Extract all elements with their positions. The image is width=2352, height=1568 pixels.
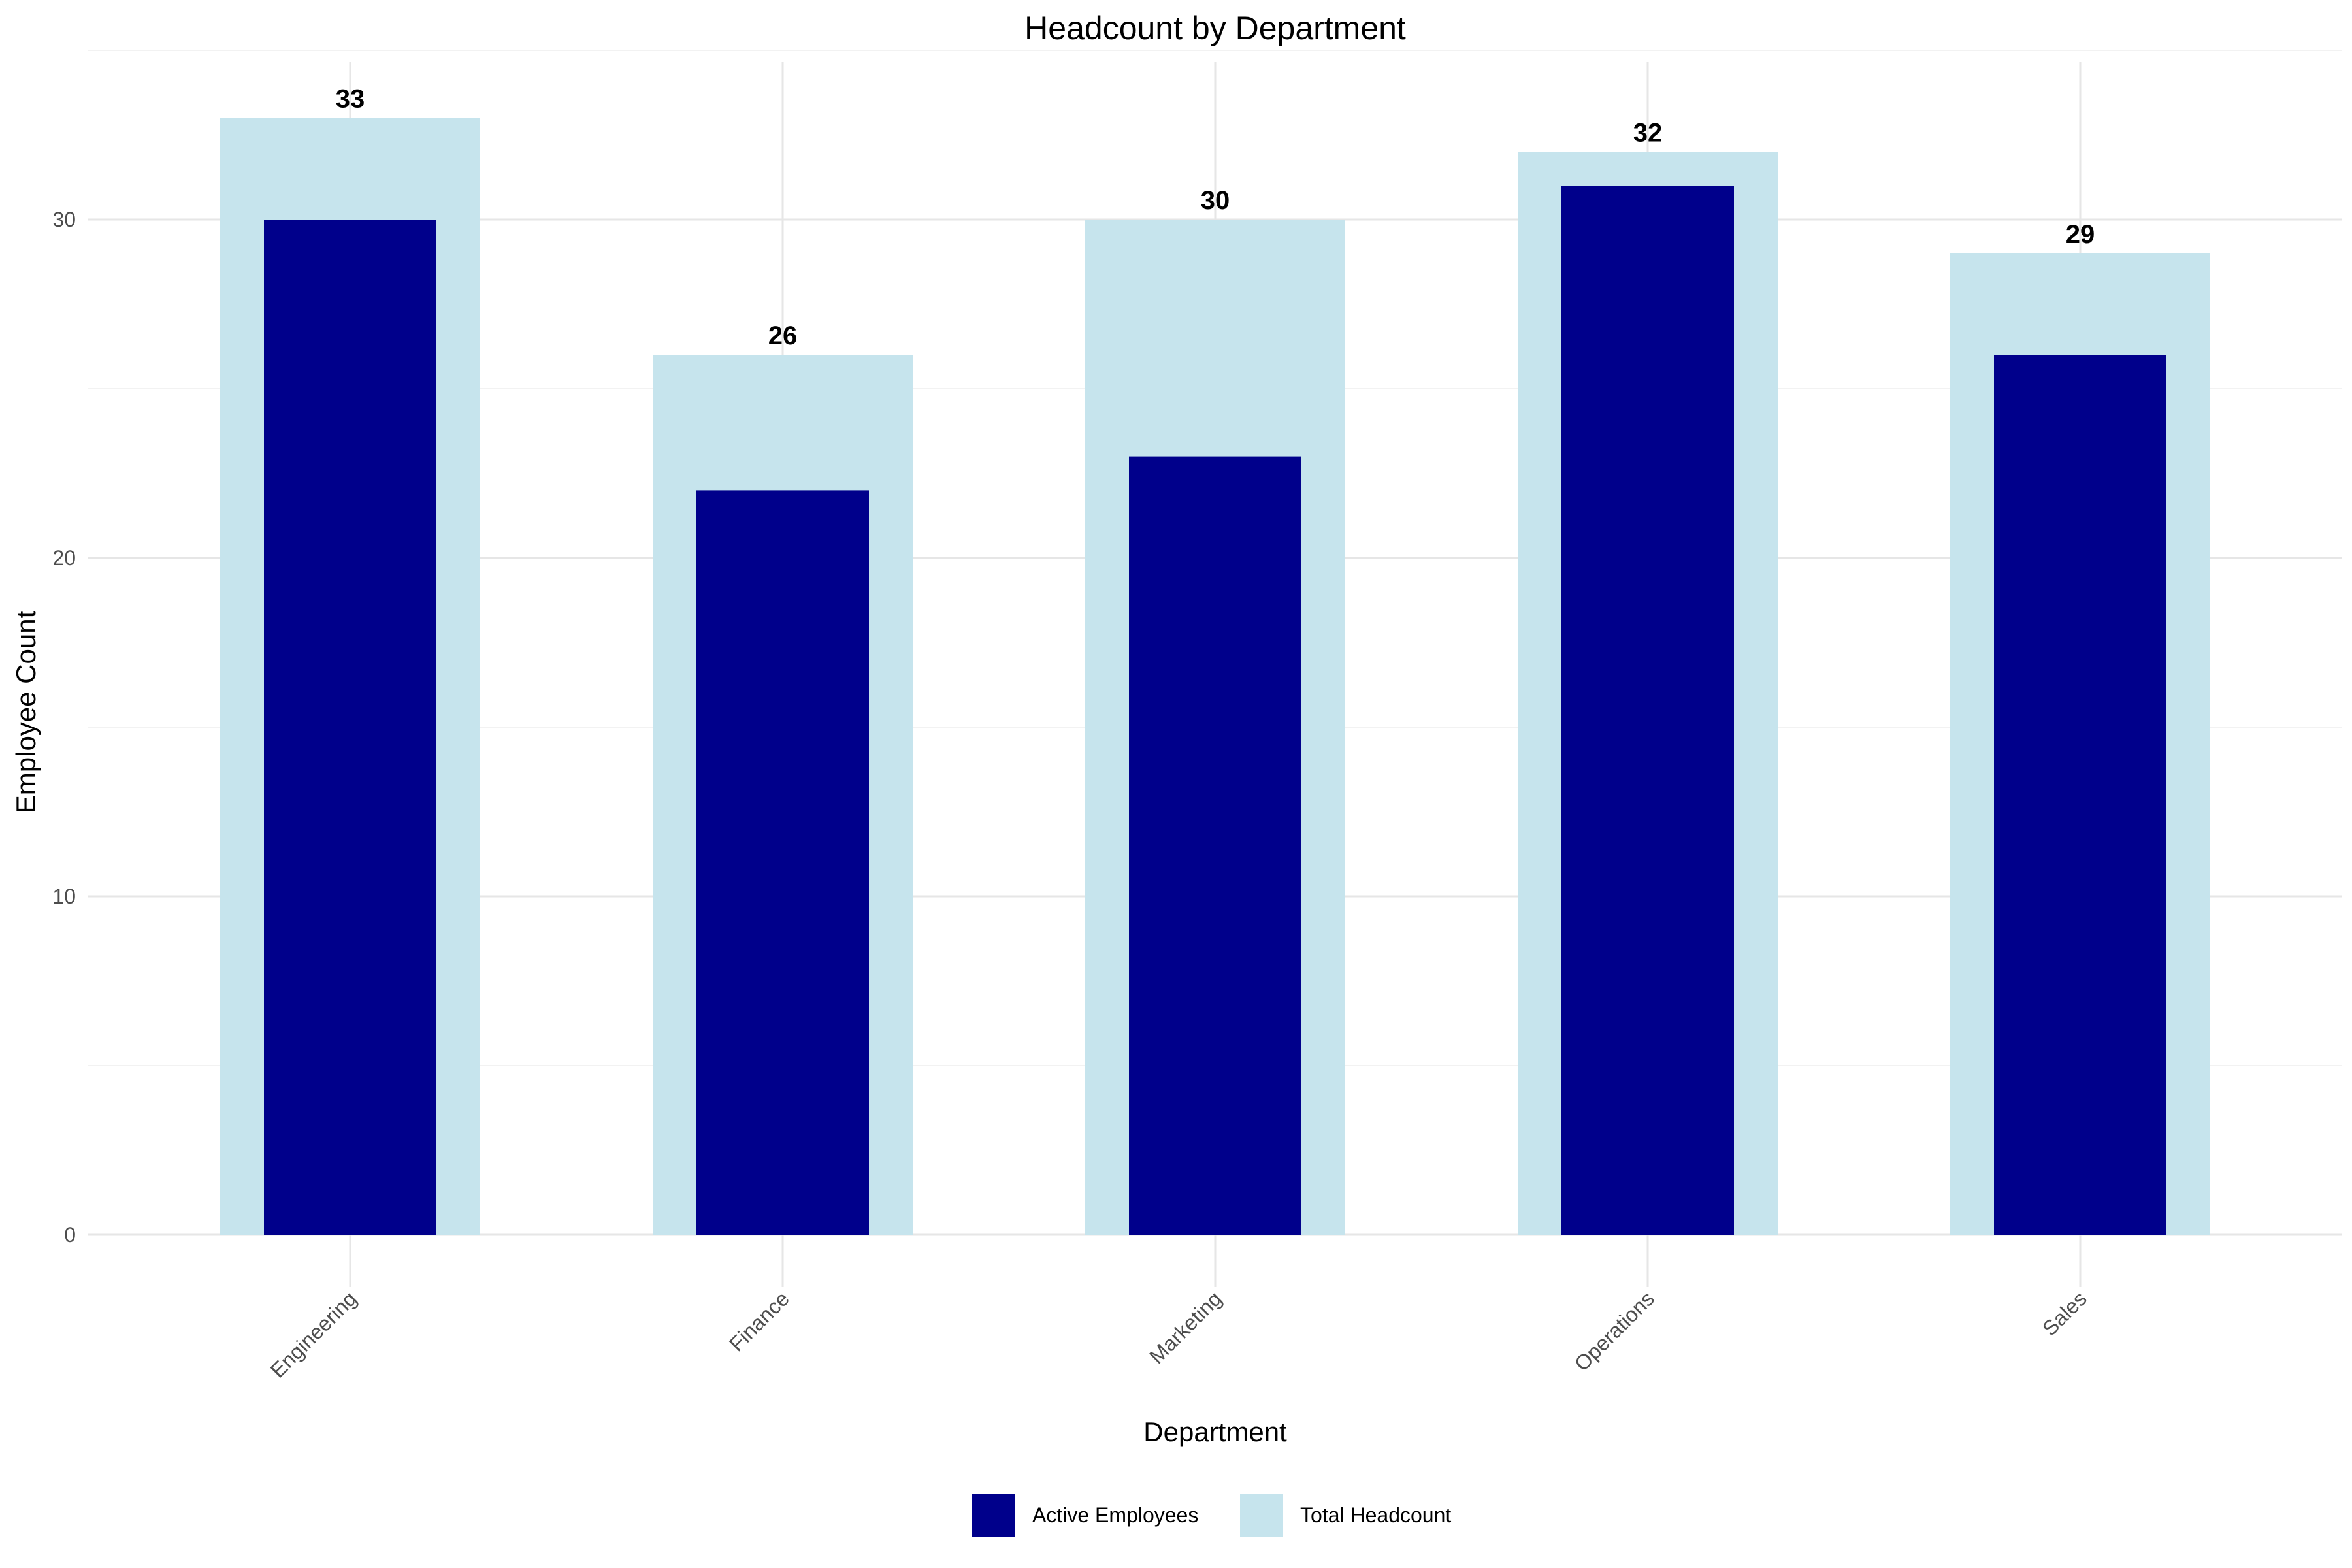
legend-label: Active Employees xyxy=(1032,1503,1198,1527)
y-tick-label: 20 xyxy=(52,546,76,570)
x-axis-title: Department xyxy=(1143,1416,1287,1447)
legend: Active Employees Total Headcount xyxy=(972,1494,1451,1537)
data-label: 30 xyxy=(1201,186,1230,215)
data-labels-layer: 33 26 30 32 29 xyxy=(336,85,2095,351)
y-axis: 0 10 20 30 xyxy=(52,208,76,1247)
legend-swatch xyxy=(1240,1494,1283,1537)
y-axis-title: Employee Count xyxy=(10,610,41,813)
x-tick-label: Finance xyxy=(725,1286,794,1356)
bars-layer xyxy=(220,118,2210,1235)
x-tick-label: Sales xyxy=(2038,1286,2091,1340)
y-tick-label: 10 xyxy=(52,885,76,908)
bar-active-employees-engineering xyxy=(264,220,436,1235)
chart-title: Headcount by Department xyxy=(1024,10,1406,46)
bar-active-employees-finance xyxy=(696,490,869,1235)
x-tick-label: Marketing xyxy=(1145,1286,1226,1368)
x-tick-label: Operations xyxy=(1570,1286,1659,1375)
data-label: 29 xyxy=(2066,220,2095,249)
data-label: 26 xyxy=(768,321,798,350)
bar-active-employees-sales xyxy=(1994,355,2166,1235)
legend-swatch xyxy=(972,1494,1015,1537)
y-tick-label: 0 xyxy=(64,1223,76,1247)
data-label: 32 xyxy=(1633,118,1663,147)
data-label: 33 xyxy=(336,85,365,114)
y-tick-label: 30 xyxy=(52,208,76,231)
legend-label: Total Headcount xyxy=(1300,1503,1451,1527)
x-tick-label: Engineering xyxy=(266,1286,361,1382)
bar-active-employees-marketing xyxy=(1129,456,1301,1235)
bar-active-employees-operations xyxy=(1561,186,1734,1235)
x-axis: Engineering Finance Marketing Operations Sal… xyxy=(266,1286,2091,1382)
